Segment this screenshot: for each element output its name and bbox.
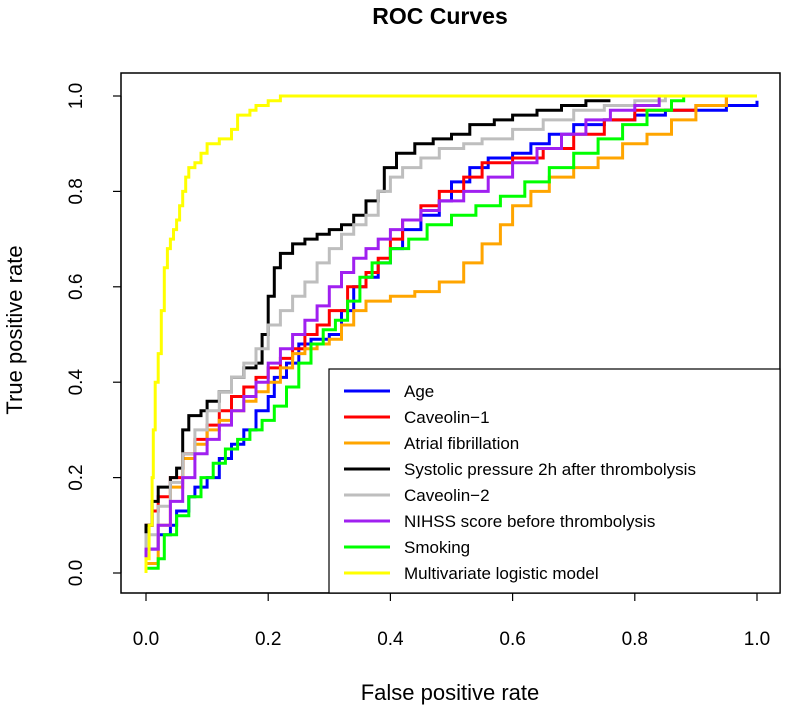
legend-label-0: Age — [404, 382, 434, 401]
legend-label-3: Systolic pressure 2h after thrombolysis — [404, 460, 696, 479]
x-tick-label-1: 0.2 — [255, 629, 281, 650]
y-tick-label-5: 1.0 — [66, 83, 87, 109]
legend-label-2: Atrial fibrillation — [404, 434, 519, 453]
x-tick-label-4: 0.8 — [622, 629, 648, 650]
x-tick-label-2: 0.4 — [377, 629, 404, 650]
series-line-4 — [144, 94, 696, 573]
x-axis: 0.0 0.2 0.4 0.6 0.8 1.0 — [133, 592, 770, 650]
y-axis-label: True positive rate — [2, 245, 27, 414]
plot-lines — [144, 94, 759, 573]
legend-label-7: Multivariate logistic model — [404, 564, 599, 583]
legend-label-1: Caveolin−1 — [404, 408, 490, 427]
legend-label-4: Caveolin−2 — [404, 486, 490, 505]
x-tick-label-3: 0.6 — [499, 629, 525, 650]
y-axis: 0.0 0.2 0.4 0.6 0.8 1.0 — [66, 83, 122, 586]
y-tick-label-2: 0.4 — [66, 369, 87, 396]
legend-label-6: Smoking — [404, 538, 470, 557]
series-line-5 — [144, 94, 684, 573]
x-tick-label-0: 0.0 — [133, 629, 159, 650]
legend-label-5: NIHSS score before thrombolysis — [404, 512, 655, 531]
series-line-7 — [144, 94, 757, 573]
y-tick-label-0: 0.0 — [66, 560, 87, 586]
y-tick-label-1: 0.2 — [66, 464, 87, 490]
series-line-6 — [144, 96, 686, 573]
legend: Age Caveolin−1 Atrial fibrillation Systolic… — [328, 368, 781, 594]
legend-box — [328, 368, 781, 594]
chart-title: ROC Curves — [372, 3, 507, 29]
x-tick-label-5: 1.0 — [744, 629, 770, 650]
series-line-3 — [144, 99, 611, 573]
x-axis-label: False positive rate — [361, 680, 540, 705]
y-tick-label-3: 0.6 — [66, 274, 87, 300]
y-tick-label-4: 0.8 — [66, 178, 87, 204]
series-line-2 — [144, 94, 757, 573]
